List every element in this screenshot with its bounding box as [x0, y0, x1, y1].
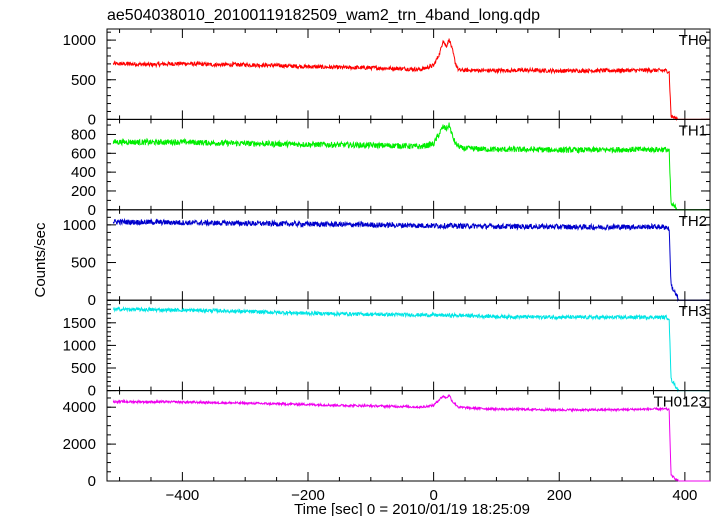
panel-label-th2: TH2	[679, 213, 707, 230]
panel-frame-th0123	[106, 390, 711, 482]
y-tick-label: 0	[88, 111, 96, 128]
y-tick-label: 0	[88, 202, 96, 219]
panel-label-th3: TH3	[679, 303, 707, 320]
y-tick-label: 4000	[63, 399, 96, 416]
y-tick-label: 1000	[63, 32, 96, 49]
panel-label-th0: TH0	[679, 32, 707, 49]
x-axis-label: Time [sec] 0 = 2010/01/19 18:25:09	[294, 501, 530, 516]
y-axis-label: Counts/sec	[32, 222, 49, 298]
panel-label-th1: TH1	[679, 122, 707, 139]
y-tick-label: 1000	[63, 217, 96, 234]
series-line-th1	[112, 122, 710, 211]
y-tick-label: 400	[71, 164, 96, 181]
chart-title: ae504038010_20100119182509_wam2_trn_4ban…	[107, 7, 540, 24]
chart-panels: 0 500 1000 TH0 0 200 400 600 800 TH1 0 500 1000 TH2 0 5…	[63, 28, 711, 504]
y-tick-label: 1000	[63, 337, 96, 354]
x-tick-label: −200	[291, 487, 325, 504]
y-tick-label: 0	[88, 473, 96, 490]
y-tick-label: 1500	[63, 315, 96, 332]
y-tick-label: 500	[71, 255, 96, 272]
panel-label-th0123: TH0123	[654, 394, 707, 411]
x-tick-label: 400	[672, 487, 697, 504]
series-line-th0123	[112, 393, 710, 482]
series-line-th3	[112, 306, 710, 393]
y-tick-label: 200	[71, 183, 96, 200]
y-tick-label: 2000	[63, 436, 96, 453]
x-tick-label: 0	[429, 487, 437, 504]
panel-frame-th0	[106, 28, 711, 120]
y-tick-label: 0	[88, 292, 96, 309]
panel-frame-th3	[106, 299, 711, 392]
panel-frame-th1	[106, 118, 711, 211]
y-tick-label: 500	[71, 72, 96, 89]
y-tick-label: 600	[71, 145, 96, 162]
series-line-th2	[112, 217, 710, 302]
y-tick-label: 500	[71, 360, 96, 377]
y-tick-label: 0	[88, 383, 96, 400]
series-line-th0	[112, 38, 710, 122]
x-tick-label: 200	[547, 487, 572, 504]
x-tick-label: −400	[165, 487, 199, 504]
y-tick-label: 800	[71, 126, 96, 143]
